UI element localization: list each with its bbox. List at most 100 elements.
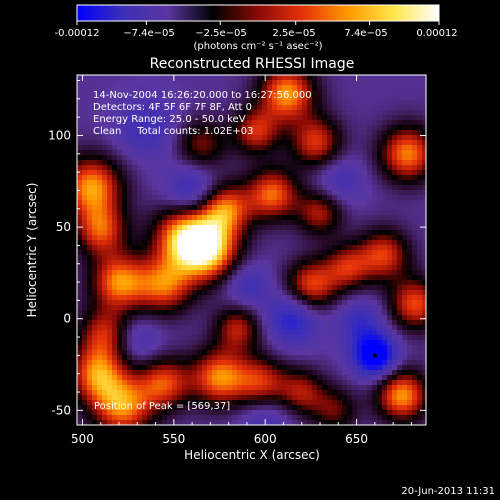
heatmap-cell bbox=[352, 300, 357, 305]
heatmap-cell bbox=[212, 205, 217, 210]
heatmap-cell bbox=[382, 230, 387, 235]
heatmap-cell bbox=[252, 370, 257, 375]
heatmap-cell bbox=[172, 205, 177, 210]
heatmap-cell bbox=[287, 180, 292, 185]
heatmap-cell bbox=[237, 255, 242, 260]
heatmap-cell bbox=[202, 195, 207, 200]
heatmap-cell bbox=[242, 185, 247, 190]
heatmap-cell bbox=[397, 125, 402, 130]
heatmap-cell bbox=[262, 360, 267, 365]
heatmap-cell bbox=[82, 150, 87, 155]
heatmap-cell bbox=[407, 355, 412, 360]
heatmap-cell bbox=[92, 325, 97, 330]
heatmap-cell bbox=[207, 95, 212, 100]
heatmap-cell bbox=[367, 320, 372, 325]
heatmap-cell bbox=[182, 395, 187, 400]
heatmap-cell bbox=[367, 165, 372, 170]
heatmap-cell bbox=[387, 180, 392, 185]
heatmap-cell bbox=[227, 390, 232, 395]
y-tick-label: 0 bbox=[63, 312, 71, 326]
heatmap-cell bbox=[107, 390, 112, 395]
heatmap-cell bbox=[332, 205, 337, 210]
heatmap-cell bbox=[352, 405, 357, 410]
heatmap-cell bbox=[167, 345, 172, 350]
heatmap-cell bbox=[302, 95, 307, 100]
heatmap-cell bbox=[242, 115, 247, 120]
heatmap-cell bbox=[342, 165, 347, 170]
heatmap-cell bbox=[192, 95, 197, 100]
heatmap-cell bbox=[382, 390, 387, 395]
heatmap-cell bbox=[342, 290, 347, 295]
heatmap-cell bbox=[107, 105, 112, 110]
heatmap-cell bbox=[127, 185, 132, 190]
heatmap-cell bbox=[377, 305, 382, 310]
heatmap-cell bbox=[222, 245, 227, 250]
heatmap-cell bbox=[372, 295, 377, 300]
heatmap-cell bbox=[377, 235, 382, 240]
heatmap-cell bbox=[312, 205, 317, 210]
heatmap-cell bbox=[262, 245, 267, 250]
heatmap-cell bbox=[412, 140, 417, 145]
heatmap-cell bbox=[407, 220, 412, 225]
heatmap-cell bbox=[272, 295, 277, 300]
heatmap-cell bbox=[392, 125, 397, 130]
heatmap-cell bbox=[362, 295, 367, 300]
heatmap-cell bbox=[162, 135, 167, 140]
heatmap-cell bbox=[122, 90, 127, 95]
heatmap-cell bbox=[222, 310, 227, 315]
heatmap-cell bbox=[82, 225, 87, 230]
heatmap-cell bbox=[412, 400, 417, 405]
heatmap-cell bbox=[197, 410, 202, 415]
heatmap-cell bbox=[382, 265, 387, 270]
heatmap-cell bbox=[212, 345, 217, 350]
heatmap-cell bbox=[397, 390, 402, 395]
heatmap-cell bbox=[132, 365, 137, 370]
heatmap-cell bbox=[377, 250, 382, 255]
heatmap-cell bbox=[97, 175, 102, 180]
heatmap-cell bbox=[387, 350, 392, 355]
heatmap-cell bbox=[107, 90, 112, 95]
heatmap-cell bbox=[77, 140, 82, 145]
heatmap-cell bbox=[237, 355, 242, 360]
heatmap-cell bbox=[352, 155, 357, 160]
heatmap-cell bbox=[372, 240, 377, 245]
heatmap-cell bbox=[377, 115, 382, 120]
heatmap-cell bbox=[347, 385, 352, 390]
heatmap-cell bbox=[347, 235, 352, 240]
heatmap-cell bbox=[232, 260, 237, 265]
heatmap-cell bbox=[387, 365, 392, 370]
heatmap-cell bbox=[262, 285, 267, 290]
heatmap-cell bbox=[292, 390, 297, 395]
heatmap-cell bbox=[87, 405, 92, 410]
heatmap-cell bbox=[342, 410, 347, 415]
heatmap-cell bbox=[197, 80, 202, 85]
heatmap-cell bbox=[177, 85, 182, 90]
heatmap-cell bbox=[227, 290, 232, 295]
heatmap-cell bbox=[97, 270, 102, 275]
heatmap-cell bbox=[187, 265, 192, 270]
heatmap-cell bbox=[267, 75, 272, 80]
heatmap-cell bbox=[417, 225, 422, 230]
heatmap-cell bbox=[182, 320, 187, 325]
heatmap-cell bbox=[422, 100, 426, 105]
heatmap-cell bbox=[187, 80, 192, 85]
heatmap-cell bbox=[367, 295, 372, 300]
heatmap-cell bbox=[152, 100, 157, 105]
heatmap-cell bbox=[327, 185, 332, 190]
heatmap-cell bbox=[322, 420, 327, 425]
heatmap-cell bbox=[117, 280, 122, 285]
heatmap-cell bbox=[397, 85, 402, 90]
heatmap-cell bbox=[342, 280, 347, 285]
heatmap-cell bbox=[382, 405, 387, 410]
heatmap-cell bbox=[422, 340, 426, 345]
heatmap-cell bbox=[322, 165, 327, 170]
heatmap-cell bbox=[142, 140, 147, 145]
heatmap-cell bbox=[197, 220, 202, 225]
heatmap-cell bbox=[267, 290, 272, 295]
heatmap-cell bbox=[237, 370, 242, 375]
heatmap-cell bbox=[357, 285, 362, 290]
heatmap-cell bbox=[92, 225, 97, 230]
heatmap-cell bbox=[82, 140, 87, 145]
heatmap-cell bbox=[117, 175, 122, 180]
heatmap-cell bbox=[267, 360, 272, 365]
